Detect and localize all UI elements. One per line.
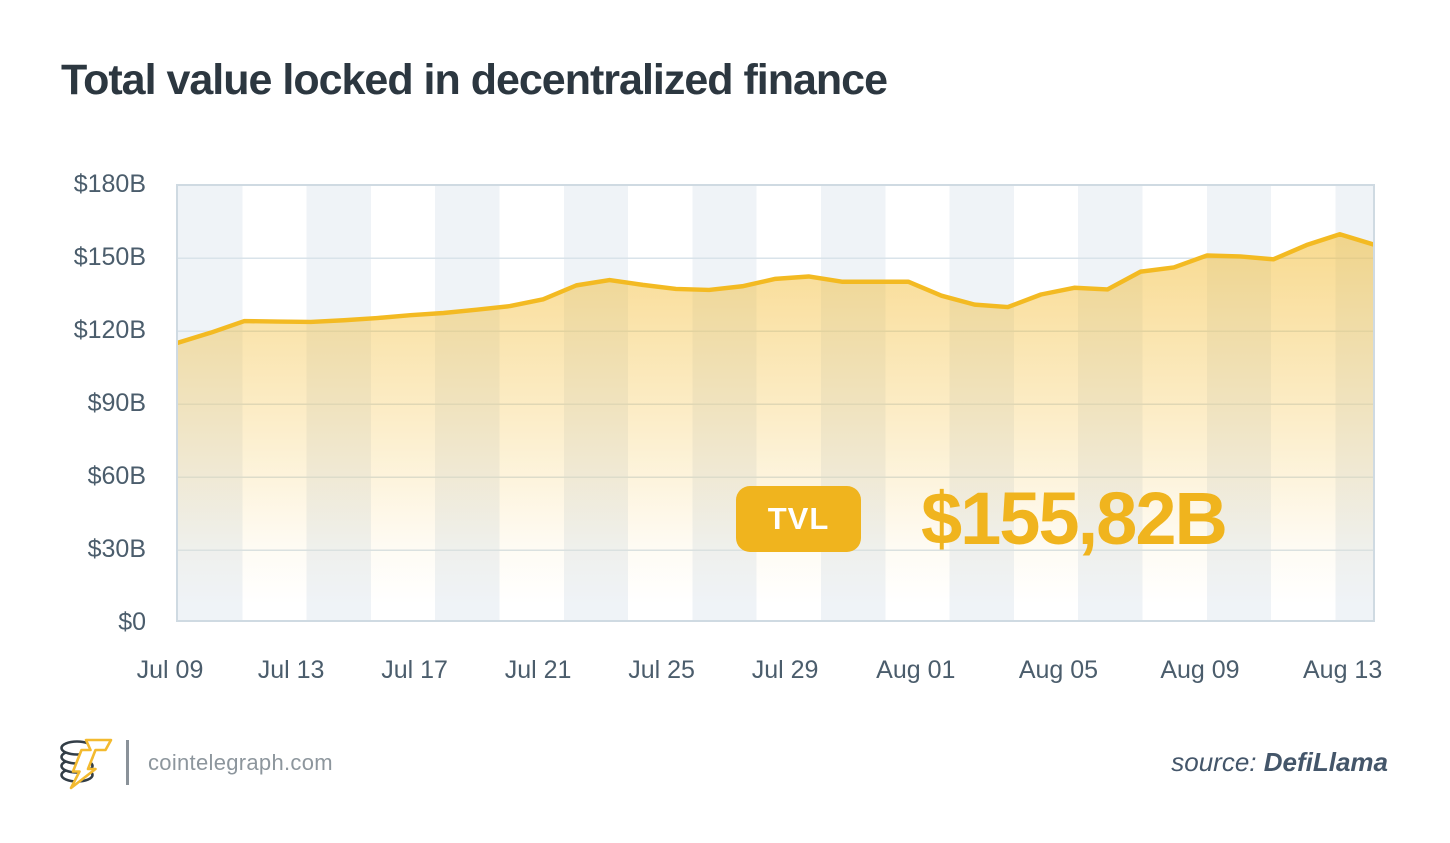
x-tick-label: Aug 01 [876, 656, 956, 684]
tvl-area [178, 234, 1373, 620]
y-tick-label: $150B [73, 243, 146, 271]
source-attribution: source: DefiLlama [1171, 747, 1388, 778]
tvl-area-chart [178, 232, 1373, 620]
y-tick-label: $0 [118, 608, 146, 636]
tvl-line [178, 232, 1373, 345]
footer-divider [126, 740, 129, 785]
x-tick-label: Aug 05 [1018, 656, 1099, 684]
site-url: cointelegraph.com [148, 750, 333, 775]
y-tick-label: $60B [87, 462, 146, 490]
x-tick-label: Jul 13 [257, 656, 325, 684]
x-tick-label: Jul 09 [136, 656, 204, 684]
y-tick-label: $30B [87, 535, 146, 563]
x-tick-label: Aug 09 [1160, 656, 1240, 684]
x-tick-label: Jul 25 [628, 656, 695, 684]
x-tick-label: Aug 13 [1303, 656, 1383, 684]
tvl-callout: TVL $155,82B [736, 477, 1228, 560]
y-tick-label: $180B [73, 170, 146, 198]
tvl-badge: TVL [736, 486, 861, 552]
page-title: Total value locked in decentralized fina… [61, 56, 888, 104]
x-tick-label: Jul 17 [381, 656, 448, 684]
source-name: DefiLlama [1263, 747, 1388, 777]
source-label: source: [1171, 747, 1257, 777]
lightning-bolt-icon [69, 738, 113, 790]
y-tick-label: $90B [87, 389, 146, 417]
x-tick-label: Jul 21 [504, 656, 572, 684]
tvl-current-value: $155,82B [921, 477, 1228, 560]
chart-plot-area: TVL $155,82B [176, 184, 1375, 622]
y-tick-label: $120B [73, 316, 146, 344]
x-tick-label: Jul 29 [751, 656, 819, 684]
cointelegraph-logo [60, 738, 113, 790]
